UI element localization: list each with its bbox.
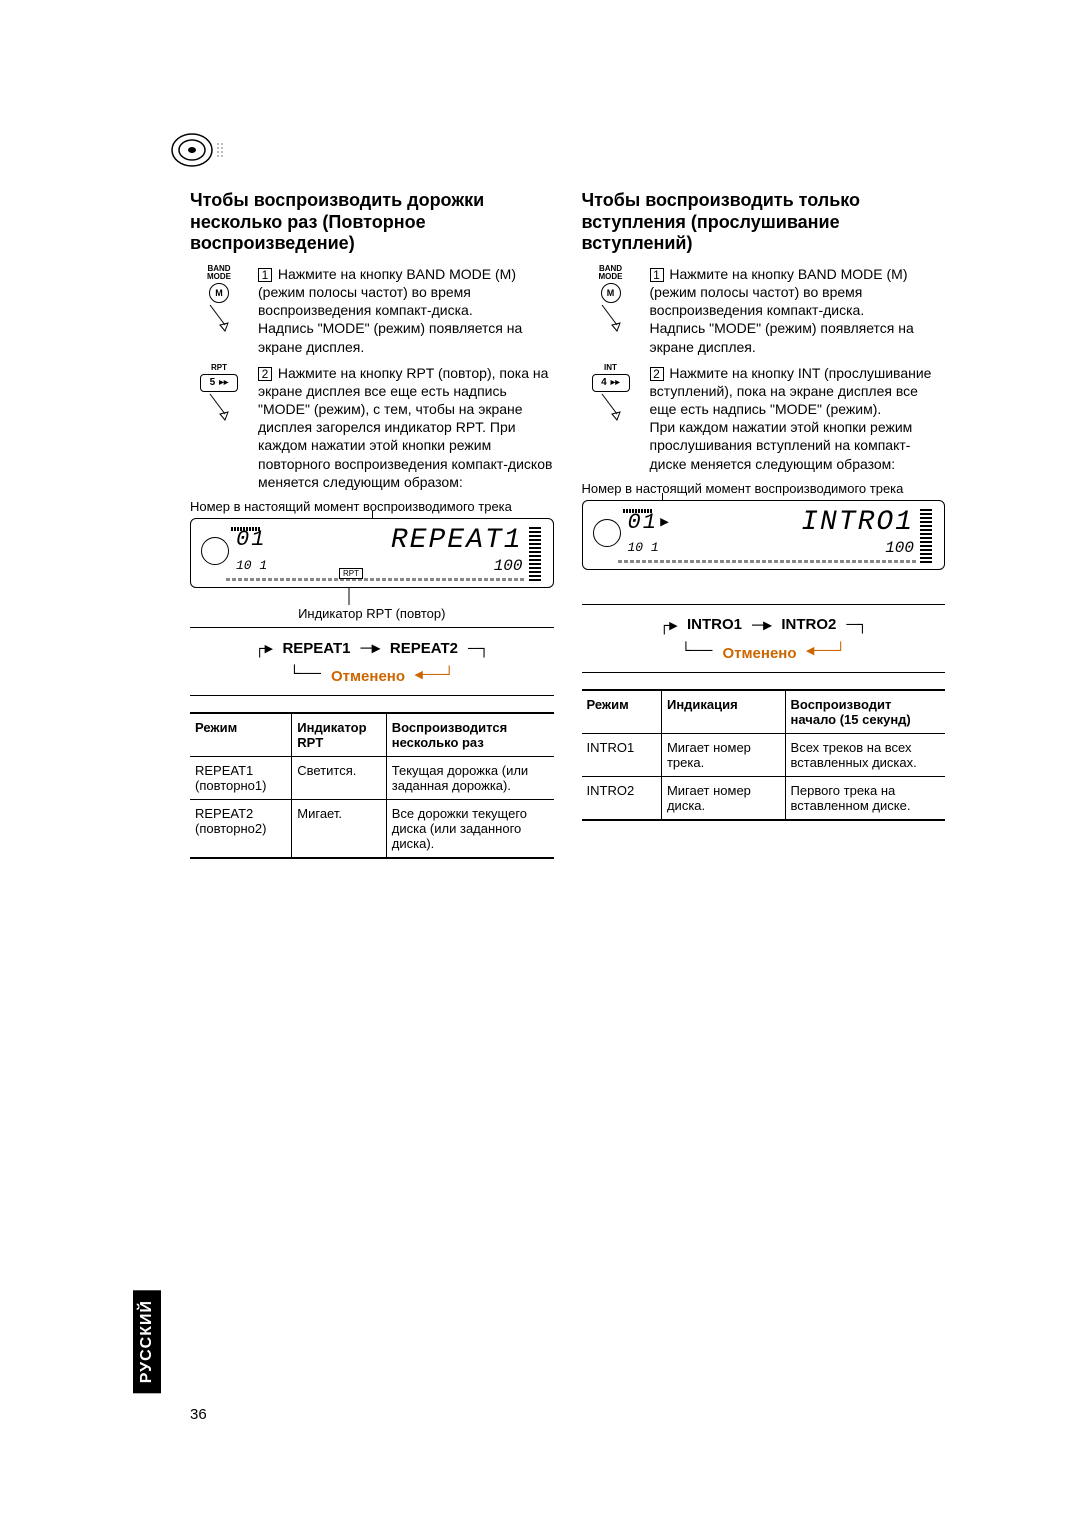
lcd-sub: 10 1 xyxy=(236,558,267,573)
pointer-icon xyxy=(190,392,230,422)
cd-icon xyxy=(170,130,230,170)
step1-text: Нажмите на кнопку BAND MODE (M) (режим п… xyxy=(650,266,908,318)
left-step2: RPT 5▶▶ 2 Нажмите на кнопку RPT (повтор)… xyxy=(190,364,554,491)
indicator-pointer xyxy=(344,587,354,605)
rpt-label: RPT xyxy=(190,364,248,372)
lcd-mode: REPEAT1 xyxy=(391,525,523,556)
step2-text: Нажмите на кнопку RPT (повтор), пока на … xyxy=(258,365,552,490)
lcd-display-left: 01 REPEAT1 10 1 100 RPT xyxy=(190,518,554,588)
cancel-text: Отменено xyxy=(722,645,796,662)
content-columns: Чтобы воспроизводить дорожки несколько р… xyxy=(190,190,945,859)
lcd-track-num: 01▸ xyxy=(628,509,674,535)
step-num: 1 xyxy=(258,268,272,282)
lcd-mode: INTRO1 xyxy=(801,507,914,538)
step1-text: Нажмите на кнопку BAND MODE (M) (режим п… xyxy=(258,266,516,318)
th-plays: Воспроизводится несколько раз xyxy=(386,713,553,757)
step-num: 2 xyxy=(650,367,664,381)
language-tab: РУССКИЙ xyxy=(133,1290,161,1393)
page-number: 36 xyxy=(190,1406,207,1423)
right-table: Режим Индикация Воспроизводит начало (15… xyxy=(582,689,946,821)
lcd-track-num: 01 xyxy=(236,527,266,552)
pointer-icon xyxy=(582,303,622,333)
rpt-button: 5▶▶ xyxy=(200,374,238,392)
table-row: INTRO2 Мигает номер диска. Первого трека… xyxy=(582,776,946,820)
rpt-indicator: RPT xyxy=(339,568,363,579)
band-label-bot: MODE xyxy=(190,273,248,281)
lcd-sub: 10 1 xyxy=(628,540,659,555)
flow-diagram-left: ┌▸ REPEAT1 ─▸ REPEAT2 ─┐ └── Отменено ◂─… xyxy=(190,627,554,696)
lcd-num: 100 xyxy=(885,539,914,557)
left-step1: BAND MODE M 1 Нажмите на кнопку BAND MOD… xyxy=(190,265,554,356)
left-column: Чтобы воспроизводить дорожки несколько р… xyxy=(190,190,554,859)
th-mode: Режим xyxy=(190,713,292,757)
cancel-text: Отменено xyxy=(331,668,405,685)
right-heading: Чтобы воспроизводить только вступления (… xyxy=(582,190,946,255)
mode-button: M xyxy=(601,283,621,303)
band-label-bot: MODE xyxy=(582,273,640,281)
step-num: 2 xyxy=(258,367,272,381)
table-row: REPEAT2 (повторно2) Мигает. Все дорожки … xyxy=(190,800,554,859)
right-step1: BAND MODE M 1 Нажмите на кнопку BAND MOD… xyxy=(582,265,946,356)
track-caption: Номер в настоящий момент воспроизводимог… xyxy=(582,481,946,496)
table-row: REPEAT1 (повторно1) Светится. Текущая до… xyxy=(190,757,554,800)
th-mode: Режим xyxy=(582,690,662,734)
th-indication: Индикация xyxy=(661,690,785,734)
int-button: 4▶▶ xyxy=(592,374,630,392)
flow-item2: INTRO2 xyxy=(781,616,836,633)
pointer-icon xyxy=(582,392,622,422)
lcd-display-right: 01▸ INTRO1 10 1 100 xyxy=(582,500,946,570)
table-row: INTRO1 Мигает номер трека. Всех треков н… xyxy=(582,733,946,776)
flow-item1: REPEAT1 xyxy=(282,640,350,657)
step1-text2: Надпись "MODE" (режим) появляется на экр… xyxy=(650,320,914,354)
flow-diagram-right: ┌▸ INTRO1 ─▸ INTRO2 ─┐ └── Отменено ◂──┘ xyxy=(582,604,946,673)
right-column: Чтобы воспроизводить только вступления (… xyxy=(582,190,946,859)
th-indicator: Индикатор RPT xyxy=(292,713,387,757)
int-label: INT xyxy=(582,364,640,372)
step1-text2: Надпись "MODE" (режим) появляется на экр… xyxy=(258,320,522,354)
step2-text: Нажмите на кнопку INT (прослушивание вст… xyxy=(650,365,932,417)
indicator-caption: Индикатор RPT (повтор) xyxy=(190,606,554,621)
lcd-num: 100 xyxy=(494,557,523,575)
flow-item1: INTRO1 xyxy=(687,616,742,633)
right-step2: INT 4▶▶ 2 Нажмите на кнопку INT (прослуш… xyxy=(582,364,946,473)
left-table: Режим Индикатор RPT Воспроизводится неск… xyxy=(190,712,554,859)
left-heading: Чтобы воспроизводить дорожки несколько р… xyxy=(190,190,554,255)
th-plays: Воспроизводит начало (15 секунд) xyxy=(785,690,945,734)
flow-item2: REPEAT2 xyxy=(390,640,458,657)
step2-text2: При каждом нажатии этой кнопки режим про… xyxy=(650,419,913,471)
step-num: 1 xyxy=(650,268,664,282)
mode-button: M xyxy=(209,283,229,303)
pointer-icon xyxy=(190,303,230,333)
